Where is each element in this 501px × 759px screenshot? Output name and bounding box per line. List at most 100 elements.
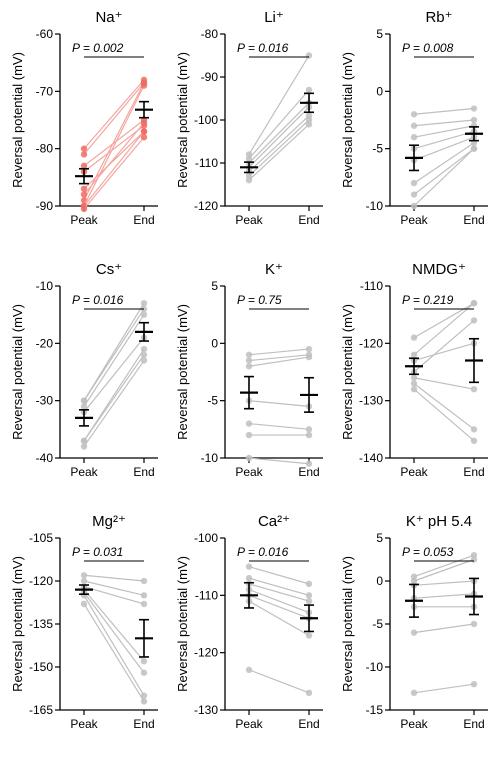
xtick-label: End [298,213,319,227]
data-point [471,552,477,558]
pair-line [84,595,144,695]
data-point [246,363,252,369]
ytick-label: -10 [366,199,384,213]
p-value: P = 0.016 [237,545,289,559]
panel-title: Cs⁺ [96,261,122,278]
ytick-label: -20 [36,336,54,350]
data-point [81,191,87,197]
data-point [306,461,312,467]
panel-title: Ca²⁺ [258,513,290,530]
pair-line [84,80,144,149]
y-axis-label: Reversal potential (mV) [175,556,190,692]
pair-line [84,361,144,447]
ytick-label: 0 [211,336,218,350]
panel-title: Mg²⁺ [92,513,126,530]
data-point [141,300,147,306]
panel-cs: -40-30-20-10PeakEndReversal potential (m… [8,258,163,488]
pair-line [84,581,144,595]
pair-line [414,624,474,633]
pair-line [249,357,309,366]
data-point [141,120,147,126]
data-point [306,632,312,638]
data-point [81,572,87,578]
p-value: P = 0.75 [237,293,282,307]
pair-line [249,670,309,693]
panel-title: K⁺ [265,261,283,278]
pair-line [414,303,474,355]
xtick-label: End [298,465,319,479]
ytick-label: -110 [195,588,218,602]
xtick-label: Peak [235,717,263,731]
data-point [246,667,252,673]
data-point [141,601,147,607]
ytick-label: -120 [29,574,53,588]
data-point [411,123,417,129]
data-point [306,432,312,438]
ytick-label: -120 [194,199,218,213]
pair-line [249,458,309,464]
ytick-label: 5 [376,27,383,41]
data-point [306,592,312,598]
ytick-label: -100 [194,113,218,127]
data-point [411,111,417,117]
xtick-label: End [298,717,319,731]
data-point [141,346,147,352]
data-point [246,357,252,363]
data-point [411,180,417,186]
pair-line [414,383,474,429]
p-value: P = 0.002 [72,41,124,55]
p-value: P = 0.008 [402,41,454,55]
y-axis-label: Reversal potential (mV) [10,304,25,440]
data-point [141,698,147,704]
ytick-label: -150 [29,660,53,674]
data-point [81,578,87,584]
ytick-label: -90 [36,199,54,213]
data-point [411,134,417,140]
y-axis-label: Reversal potential (mV) [10,52,25,188]
figure-grid: -90-80-70-60PeakEndReversal potential (m… [0,0,501,759]
ytick-label: -10 [201,451,219,465]
data-point [141,128,147,134]
ytick-label: -30 [36,394,54,408]
data-point [471,621,477,627]
xtick-label: Peak [400,717,428,731]
data-point [141,82,147,88]
data-point [411,375,417,381]
pair-line [414,581,474,585]
ytick-label: -5 [207,394,218,408]
data-point [411,574,417,580]
data-point [141,658,147,664]
y-axis-label: Reversal potential (mV) [340,304,355,440]
pair-line [84,590,144,662]
data-point [141,311,147,317]
pair-line [414,378,474,389]
pair-line [414,560,474,582]
panel-ca: -130 -120 -110 -100 Peak End Reversal potentia… [173,510,328,740]
data-point [246,420,252,426]
xtick-label: End [463,213,484,227]
data-point [246,177,252,183]
pair-line [84,83,144,201]
data-point [306,52,312,58]
data-point [246,575,252,581]
panel-title: Rb⁺ [425,9,452,26]
xtick-label: Peak [70,717,98,731]
ytick-label: -130 [194,703,218,717]
ytick-label: -15 [366,703,384,717]
panel-nmdg: -140-130-120-110PeakEndReversal potentia… [338,258,493,488]
pair-line [249,355,309,361]
ytick-label: -120 [194,646,218,660]
data-point [411,629,417,635]
ytick-label: -100 [194,531,218,545]
data-point [471,300,477,306]
y-axis-label: Reversal potential (mV) [340,52,355,188]
ytick-label: -140 [359,451,383,465]
pair-line [84,604,144,701]
data-point [306,690,312,696]
data-point [141,134,147,140]
pair-line [414,120,474,126]
data-point [141,670,147,676]
ytick-label: 0 [376,574,383,588]
data-point [306,354,312,360]
xtick-label: Peak [400,213,428,227]
